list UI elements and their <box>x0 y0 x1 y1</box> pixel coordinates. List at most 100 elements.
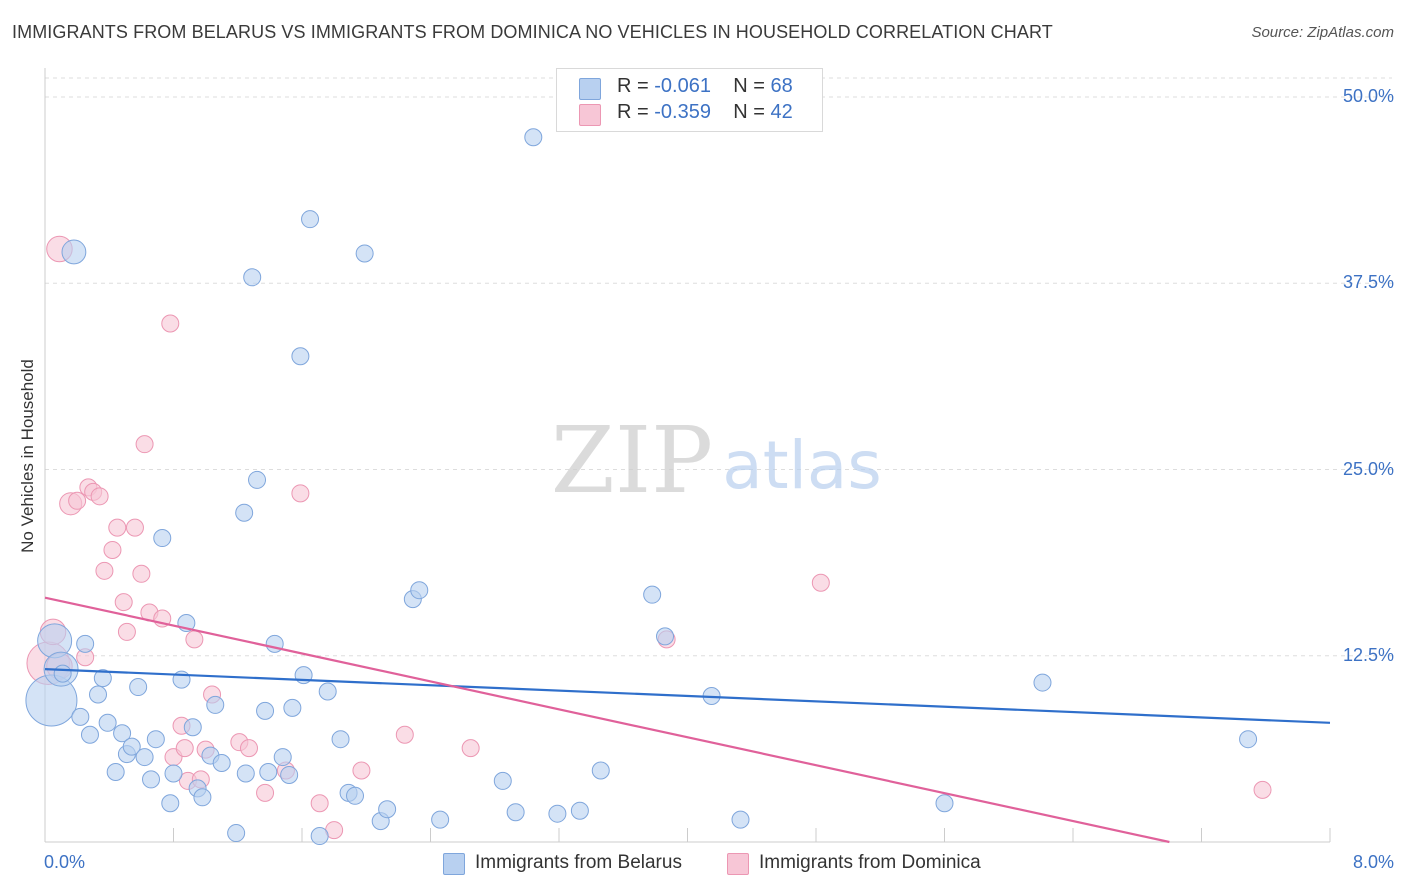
data-point-dominica <box>239 739 258 758</box>
watermark: ZIP atlas <box>551 407 882 514</box>
data-point-belarus <box>256 701 275 720</box>
y-tick-label: 25.0% <box>1342 458 1394 479</box>
data-point-dominica <box>352 761 371 780</box>
data-point-dominica <box>175 739 194 758</box>
data-point-belarus <box>331 730 350 749</box>
data-point-belarus <box>71 707 90 726</box>
data-point-dominica <box>256 783 275 802</box>
data-point-belarus <box>146 730 165 749</box>
data-point-belarus <box>283 698 302 717</box>
data-point-belarus <box>280 765 299 784</box>
data-point-belarus <box>248 470 267 489</box>
data-point-belarus <box>355 244 374 263</box>
data-point-belarus <box>206 695 225 714</box>
data-point-belarus <box>164 764 183 783</box>
data-point-belarus <box>1033 673 1052 692</box>
data-point-dominica <box>103 540 122 559</box>
data-point-belarus <box>61 239 87 265</box>
data-point-dominica <box>114 593 133 612</box>
data-point-dominica <box>95 561 114 580</box>
data-point-belarus <box>643 585 662 604</box>
data-point-belarus <box>310 827 329 846</box>
watermark-atlas: atlas <box>722 427 882 504</box>
data-point-belarus <box>212 754 231 773</box>
data-point-belarus <box>235 503 254 522</box>
data-point-belarus <box>291 347 310 366</box>
data-point-dominica <box>68 491 87 510</box>
data-point-belarus <box>548 804 567 823</box>
data-point-belarus <box>1239 730 1258 749</box>
data-point-dominica <box>90 487 109 506</box>
data-point-belarus <box>98 713 117 732</box>
legend-n-value: 42 <box>770 101 793 123</box>
data-point-dominica <box>395 725 414 744</box>
data-point-dominica <box>1253 780 1272 799</box>
data-point-belarus <box>193 788 212 807</box>
data-point-belarus <box>346 786 365 805</box>
data-point-belarus <box>106 762 125 781</box>
data-point-belarus <box>129 678 148 697</box>
grid-lines <box>45 77 1392 657</box>
data-point-belarus <box>570 801 589 820</box>
data-point-dominica <box>117 622 136 641</box>
source-label: Source: ZipAtlas.com <box>1251 24 1394 41</box>
data-point-belarus <box>431 810 450 829</box>
trend-line-dominica <box>44 596 1170 844</box>
data-point-belarus <box>410 581 429 600</box>
x-tick-label-min: 0.0% <box>44 852 86 872</box>
data-point-belarus <box>731 810 750 829</box>
data-point-belarus <box>378 800 397 819</box>
correlation-legend: R = -0.061 N = 68 R = -0.359 N = 42 <box>556 68 823 132</box>
data-point-belarus <box>76 634 95 653</box>
data-point-belarus <box>259 762 278 781</box>
legend-n-label: N = <box>733 75 765 97</box>
data-point-belarus <box>113 724 132 743</box>
x-tick-label-max: 8.0% <box>1352 852 1394 872</box>
legend-r-value: -0.359 <box>654 101 711 123</box>
legend-r-value: -0.061 <box>654 75 711 97</box>
legend-swatch-pink <box>579 104 601 126</box>
legend-n-label: N = <box>733 101 765 123</box>
data-point-belarus <box>227 824 246 843</box>
data-point-dominica <box>811 573 830 592</box>
bottom-legend-swatch-blue <box>443 853 465 875</box>
data-point-dominica <box>108 518 127 537</box>
legend-r-label: R = <box>617 75 649 97</box>
watermark-zip: ZIP <box>551 407 713 514</box>
data-point-belarus <box>89 685 108 704</box>
data-point-belarus <box>524 128 543 147</box>
data-point-belarus <box>183 718 202 737</box>
legend-n-value: 68 <box>770 75 793 97</box>
trend-line-belarus <box>44 668 1331 724</box>
data-point-belarus <box>142 770 161 789</box>
legend-r-label: R = <box>617 101 649 123</box>
data-point-belarus <box>236 764 255 783</box>
data-point-belarus <box>301 210 320 229</box>
bottom-legend-swatch-pink <box>727 853 749 875</box>
data-point-dominica <box>291 484 310 503</box>
data-point-dominica <box>461 739 480 758</box>
chart-title: IMMIGRANTS FROM BELARUS VS IMMIGRANTS FR… <box>12 22 1053 42</box>
data-point-belarus <box>161 794 180 813</box>
data-point-belarus <box>318 682 337 701</box>
data-point-dominica <box>125 518 144 537</box>
data-point-belarus <box>493 771 512 790</box>
data-point-dominica <box>185 630 204 649</box>
series-belarus <box>25 128 1258 846</box>
bottom-legend-label: Immigrants from Belarus <box>475 852 682 873</box>
legend-swatch-blue <box>579 78 601 100</box>
data-point-belarus <box>656 627 675 646</box>
data-point-belarus <box>122 737 141 756</box>
data-point-belarus <box>591 761 610 780</box>
data-point-dominica <box>135 435 154 454</box>
y-tick-label: 37.5% <box>1342 272 1394 293</box>
data-point-dominica <box>161 314 180 333</box>
data-point-belarus <box>153 529 172 548</box>
data-point-dominica <box>310 794 329 813</box>
trend-lines <box>44 596 1331 844</box>
y-tick-label: 12.5% <box>1342 644 1394 665</box>
data-point-belarus <box>135 748 154 767</box>
y-tick-label: 50.0% <box>1342 86 1394 106</box>
bottom-legend-label: Immigrants from Dominica <box>759 852 981 873</box>
